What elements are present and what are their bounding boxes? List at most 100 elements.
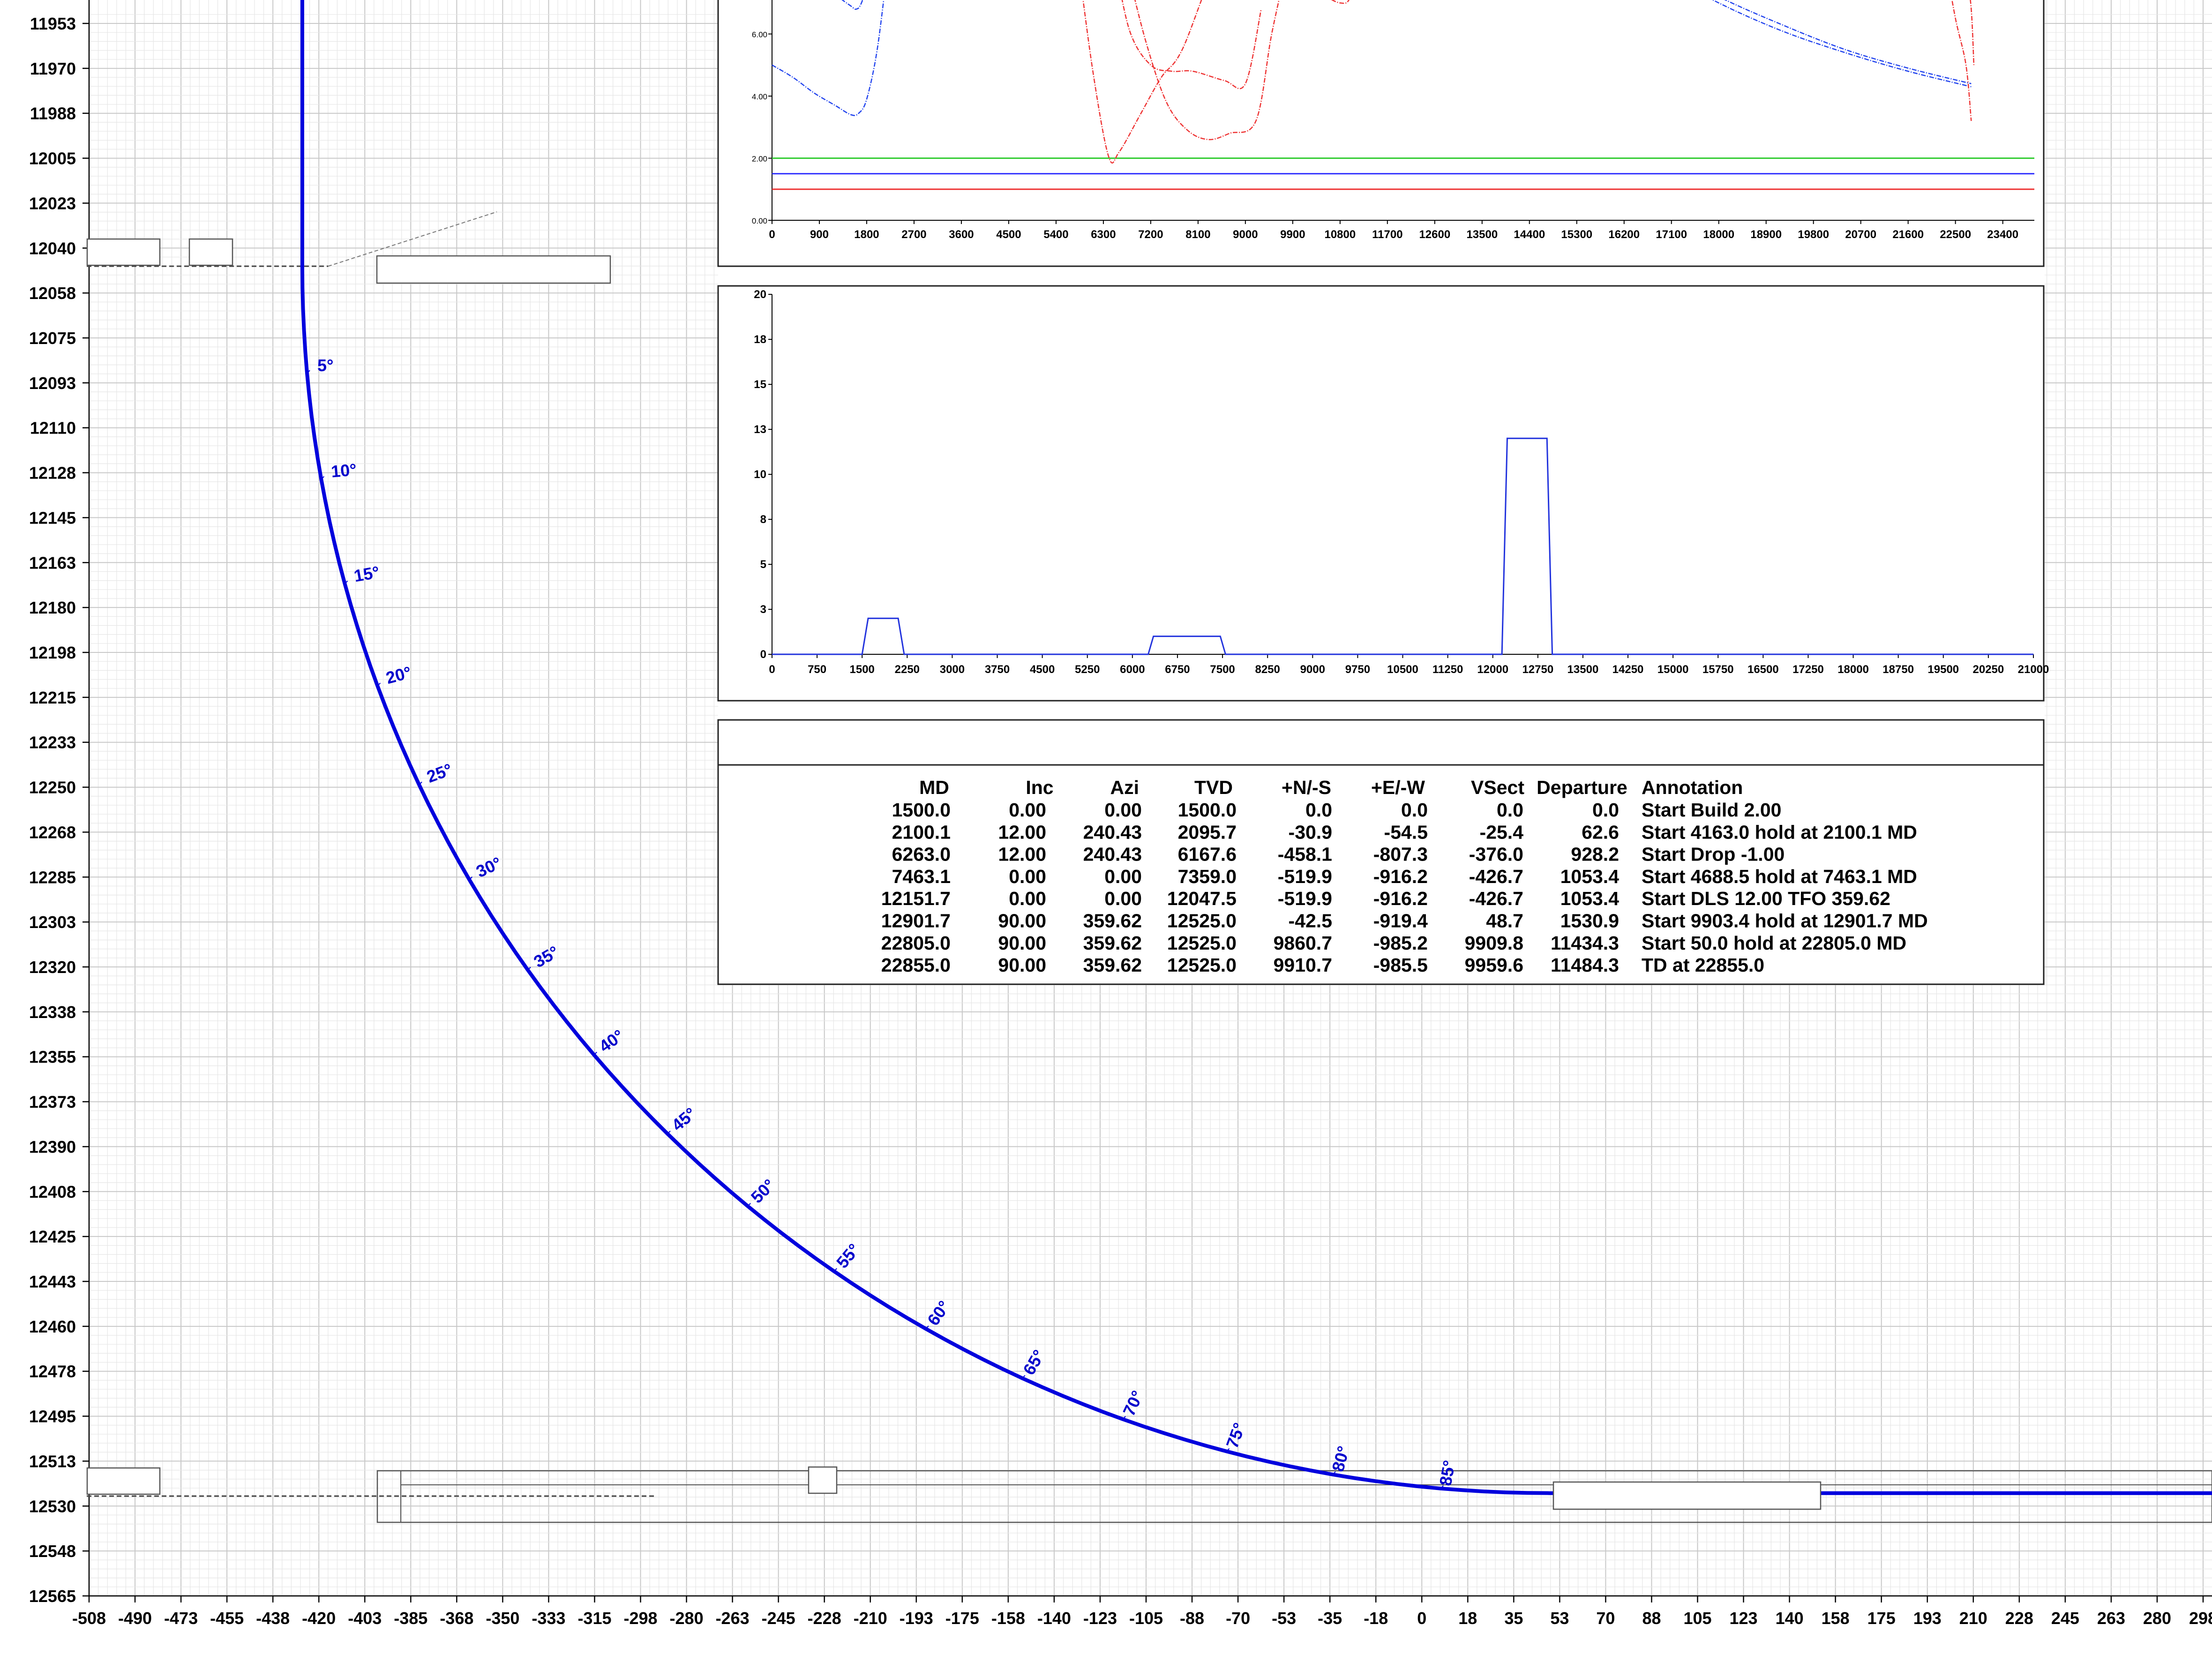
sf-x-tick-label: 16200 — [1608, 228, 1640, 241]
sf-y-tick-label: 2.00 — [752, 155, 767, 164]
y-tick-label: 12495 — [29, 1407, 76, 1426]
table-cell: -42.5 — [1289, 910, 1332, 932]
x-tick-label: 210 — [1959, 1609, 1987, 1628]
table-cell: 240.43 — [1083, 821, 1142, 843]
table-cell: 22805.0 — [881, 932, 951, 954]
table-cell: 6263.0 — [892, 844, 951, 865]
dls-x-tick-label: 17250 — [1792, 663, 1824, 676]
sf-series — [772, 0, 2034, 190]
inclination-tick — [1022, 1375, 1026, 1379]
inclination-label: 85° — [1436, 1459, 1459, 1487]
table-cell: 12.00 — [998, 821, 1046, 843]
x-tick-label: -315 — [577, 1609, 611, 1628]
y-tick-label: 12040 — [29, 239, 76, 258]
table-cell: 12047.5 — [1167, 888, 1237, 909]
table-cell: 11434.3 — [1551, 932, 1619, 954]
dls-y-tick-label: 10 — [754, 468, 766, 481]
x-tick-label: 280 — [2143, 1609, 2171, 1628]
dls-x-tick-label: 19500 — [1927, 663, 1959, 676]
table-cell: 9909.8 — [1465, 932, 1523, 954]
dls-y-tick-label: 0 — [760, 648, 766, 661]
table-cell: 12525.0 — [1167, 932, 1237, 954]
x-tick-label: 70 — [1596, 1609, 1615, 1628]
x-tick-label: -420 — [302, 1609, 336, 1628]
inclination-tick — [307, 370, 310, 374]
table-cell: -519.9 — [1278, 888, 1332, 909]
x-tick-label: -403 — [348, 1609, 382, 1628]
inclination-label: 5° — [317, 356, 333, 375]
dls-x-tick-label: 16500 — [1747, 663, 1779, 676]
dogleg-severity-chart: 0 3 5 8 10 13 15 18 20 0 750 1500 2250 3000 3750 4500 52… — [717, 285, 2049, 702]
table-cell: -54.5 — [1384, 821, 1428, 843]
inclination-label: 15° — [352, 562, 381, 586]
sf-x-tick-label: 900 — [810, 228, 829, 241]
y-tick-label: 12058 — [29, 284, 76, 303]
table-header-cell: VSect — [1471, 777, 1524, 798]
y-tick-label: 12478 — [29, 1362, 76, 1381]
x-tick-label: -385 — [394, 1609, 427, 1628]
table-cell: 359.62 — [1083, 954, 1142, 976]
sf-x-tick-label: 1800 — [854, 228, 879, 241]
table-cell: 12151.7 — [881, 888, 951, 909]
inclination-tick — [469, 876, 473, 880]
dls-series-line — [772, 437, 2033, 655]
table-cell: 11484.3 — [1551, 954, 1619, 976]
sf-x-tick-label: 3600 — [949, 228, 974, 241]
x-tick-label: 0 — [1417, 1609, 1426, 1628]
dls-axes: 0 3 5 8 10 13 15 18 20 0 750 1500 2250 3000 3750 4500 52… — [754, 288, 2049, 676]
y-tick-label: 12023 — [29, 194, 76, 213]
sf-y-tick-label: 4.00 — [752, 92, 767, 101]
y-tick-label: 12093 — [29, 374, 76, 393]
table-cell: 1053.4 — [1560, 866, 1620, 887]
wellpath-line — [300, 0, 2212, 1495]
dls-x-tick-label: 5250 — [1075, 663, 1100, 676]
table-header-cell: MD — [919, 777, 949, 798]
inclination-tick — [377, 682, 381, 687]
x-tick-label: -350 — [486, 1609, 519, 1628]
dls-x-tick-label: 9750 — [1345, 663, 1370, 676]
table-cell: Start 4163.0 hold at 2100.1 MD — [1642, 821, 1917, 843]
sf-series-line — [1724, 0, 1972, 84]
dls-x-tick-label: 14250 — [1612, 663, 1644, 676]
table-cell: 0.0 — [1401, 799, 1428, 821]
x-tick-label: -193 — [900, 1609, 933, 1628]
table-cell: 22855.0 — [881, 954, 951, 976]
x-tick-label: 105 — [1683, 1609, 1711, 1628]
x-tick-label: 140 — [1776, 1609, 1804, 1628]
inclination-tick — [667, 1130, 671, 1134]
plan-table: MD Inc Azi TVD +N/-S +E/-W VSect Departure Annot… — [717, 719, 2045, 985]
lease-line-box — [376, 1470, 2212, 1523]
inclination-tick — [344, 580, 348, 584]
y-tick-label: 12565 — [29, 1587, 76, 1606]
table-cell: -519.9 — [1278, 866, 1332, 887]
inclination-tick — [1440, 1485, 1444, 1489]
table-cell: -426.7 — [1469, 888, 1523, 909]
table-cell: 12901.7 — [881, 910, 951, 932]
y-tick-label: 12460 — [29, 1317, 76, 1336]
table-cell: -376.0 — [1469, 844, 1523, 865]
sf-series-line — [1134, 0, 1280, 141]
y-tick-label: 11970 — [30, 59, 76, 78]
sf-series-line — [1121, 0, 1262, 90]
table-cell: Start DLS 12.00 TFO 359.62 — [1642, 888, 1890, 909]
sf-x-tick-label: 4500 — [996, 228, 1021, 241]
table-cell: 7359.0 — [1178, 866, 1237, 887]
table-cell: -916.2 — [1373, 866, 1428, 887]
table-cell: 90.00 — [998, 954, 1046, 976]
table-cell: 9959.6 — [1465, 954, 1523, 976]
sf-x-tick-label: 12600 — [1419, 228, 1450, 241]
tvd-bottom-box — [86, 1467, 161, 1495]
y-tick-label: 12303 — [29, 913, 76, 932]
table-cell: 48.7 — [1486, 910, 1523, 932]
table-cell: Start 4688.5 hold at 7463.1 MD — [1642, 866, 1917, 887]
tvd-top-box — [86, 238, 161, 266]
y-tick-label: 12005 — [29, 149, 76, 168]
table-cell: -985.2 — [1373, 932, 1428, 954]
table-header-cell: +E/-W — [1371, 777, 1425, 798]
x-tick-label: -280 — [670, 1609, 704, 1628]
x-tick-label: -158 — [991, 1609, 1025, 1628]
x-tick-label: -508 — [72, 1609, 106, 1628]
x-tick-label: 158 — [1822, 1609, 1850, 1628]
table-cell: -916.2 — [1373, 888, 1428, 909]
dls-x-tick-label: 6750 — [1165, 663, 1190, 676]
